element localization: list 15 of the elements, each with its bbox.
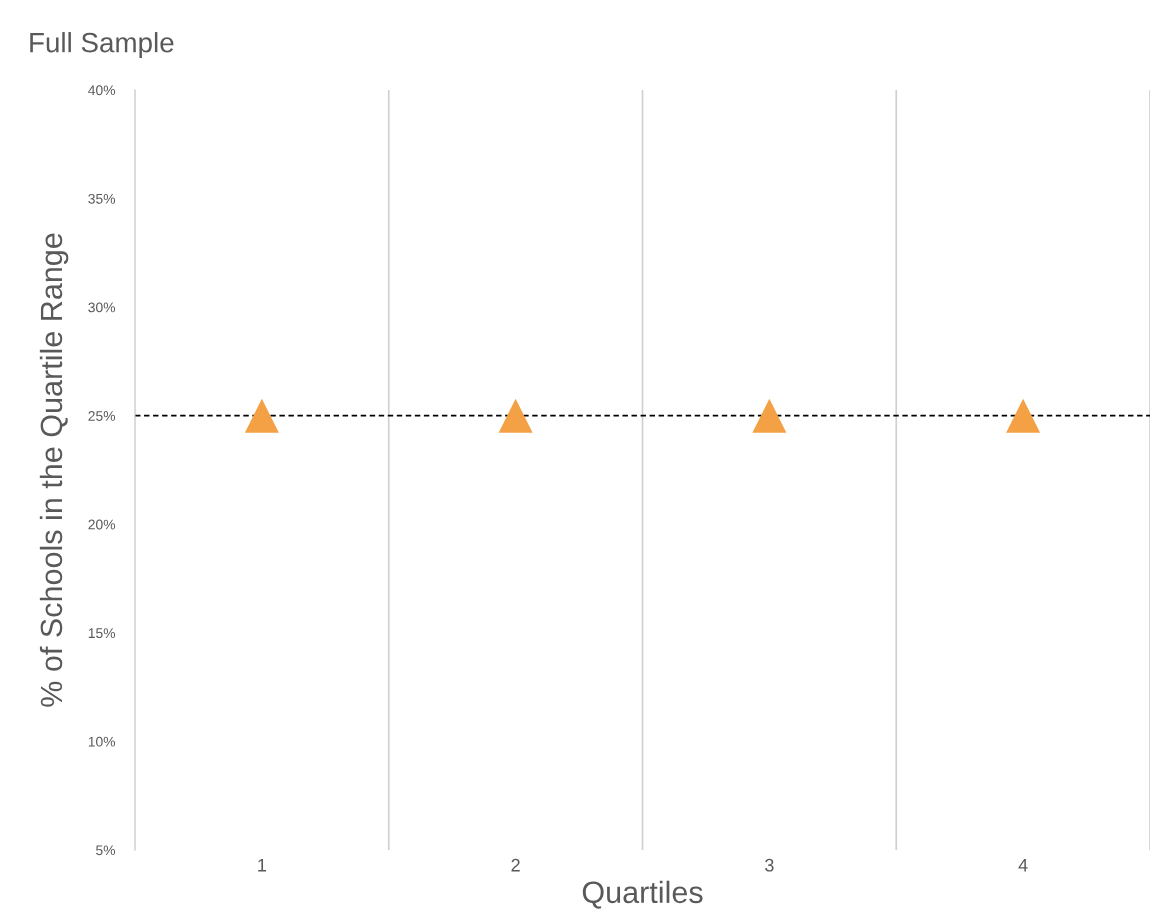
y-tick-label: 25%	[88, 411, 116, 421]
chart-title: Full Sample	[30, 32, 174, 58]
y-tick-label: 30%	[88, 302, 116, 313]
x-tick-label: 2	[511, 858, 520, 872]
y-tick-label: 20%	[88, 519, 116, 530]
y-tick-label: 10%	[88, 736, 116, 747]
x-tick-label: 1	[258, 859, 267, 872]
x-tick-label: 4	[1018, 859, 1028, 872]
x-tick-label: 3	[765, 858, 774, 872]
y-axis-title: % of Schools in the Quartile Range	[39, 233, 69, 707]
y-tick-label: 35%	[88, 193, 116, 204]
y-tick-label: 40%	[88, 85, 116, 96]
y-tick-label: 5%	[96, 845, 116, 856]
y-tick-label: 15%	[88, 628, 116, 639]
x-axis-title: Quartiles	[582, 880, 703, 909]
